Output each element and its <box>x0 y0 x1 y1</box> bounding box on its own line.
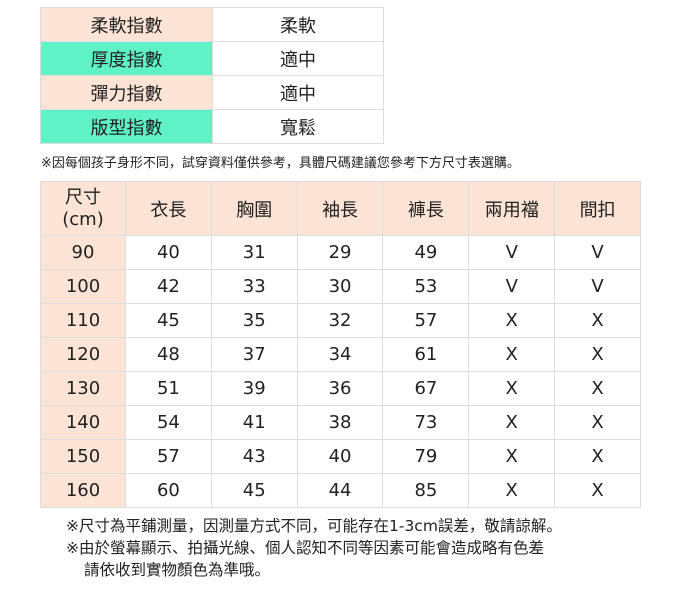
attribute-value: 適中 <box>212 75 384 110</box>
size-cell: 110 <box>40 303 126 338</box>
table-cell: X <box>554 473 641 508</box>
attribute-value: 寬鬆 <box>212 109 384 144</box>
table-cell: V <box>468 235 556 270</box>
attribute-row: 彈力指數 適中 <box>40 75 384 110</box>
table-cell: 60 <box>125 473 212 508</box>
column-header: 兩用襠 <box>468 181 556 236</box>
table-cell: 57 <box>125 439 212 474</box>
table-cell: 67 <box>382 371 470 406</box>
table-cell: 73 <box>382 405 470 440</box>
table-cell: 38 <box>296 405 384 440</box>
table-cell: 33 <box>210 269 298 304</box>
table-cell: 48 <box>125 337 212 372</box>
table-cell: X <box>468 473 556 508</box>
table-cell: 40 <box>125 235 212 270</box>
table-cell: 45 <box>125 303 212 338</box>
size-cell: 130 <box>40 371 126 406</box>
table-cell: 41 <box>210 405 298 440</box>
table-cell: 36 <box>296 371 384 406</box>
table-cell: 35 <box>210 303 298 338</box>
table-cell: 40 <box>296 439 384 474</box>
table-cell: X <box>554 337 641 372</box>
table-cell: 32 <box>296 303 384 338</box>
attribute-row: 厚度指數 適中 <box>40 41 384 76</box>
table-cell: 79 <box>382 439 470 474</box>
table-cell: 51 <box>125 371 212 406</box>
attribute-value: 適中 <box>212 41 384 76</box>
table-cell: 31 <box>210 235 298 270</box>
size-cell: 140 <box>40 405 126 440</box>
table-cell: 43 <box>210 439 298 474</box>
attribute-table: 柔軟指數 柔軟 厚度指數 適中 彈力指數 適中 版型指數 寬鬆 <box>40 7 384 144</box>
size-cell: 150 <box>40 439 126 474</box>
table-cell: X <box>468 303 556 338</box>
table-row: 90 40 31 29 49 V V <box>40 235 641 270</box>
table-row: 150 57 43 40 79 X X <box>40 439 641 474</box>
column-header: 胸圍 <box>210 181 298 236</box>
column-header: 衣長 <box>125 181 212 236</box>
table-cell: V <box>554 269 641 304</box>
table-cell: 45 <box>210 473 298 508</box>
table-row: 110 45 35 32 57 X X <box>40 303 641 338</box>
table-cell: 57 <box>382 303 470 338</box>
table-cell: 30 <box>296 269 384 304</box>
color-note-cont: 請依收到實物顏色為準哦。 <box>84 561 271 579</box>
table-cell: 49 <box>382 235 470 270</box>
table-cell: X <box>468 337 556 372</box>
attribute-row: 柔軟指數 柔軟 <box>40 7 384 42</box>
column-header: 間扣 <box>554 181 641 236</box>
header-row: 尺寸 (cm) 衣長 胸圍 袖長 褲長 兩用襠 間扣 <box>40 181 641 236</box>
table-cell: 54 <box>125 405 212 440</box>
table-cell: 85 <box>382 473 470 508</box>
table-row: 130 51 39 36 67 X X <box>40 371 641 406</box>
table-cell: 53 <box>382 269 470 304</box>
attribute-label: 柔軟指數 <box>40 7 213 42</box>
footer-notes: ※尺寸為平鋪測量，因測量方式不同，可能存在1-3cm誤差，敬請諒解。 ※由於螢幕… <box>66 515 562 581</box>
table-cell: V <box>554 235 641 270</box>
table-cell: 61 <box>382 337 470 372</box>
color-note: ※由於螢幕顯示、拍攝光線、個人認知不同等因素可能會造成略有色差 <box>66 539 544 557</box>
table-row: 100 42 33 30 53 V V <box>40 269 641 304</box>
column-header: 褲長 <box>382 181 470 236</box>
table-cell: X <box>554 405 641 440</box>
size-cell: 160 <box>40 473 126 508</box>
table-cell: X <box>554 439 641 474</box>
column-header: 尺寸 (cm) <box>40 181 126 236</box>
attribute-label: 版型指數 <box>40 109 213 144</box>
table-cell: X <box>468 405 556 440</box>
size-cell: 90 <box>40 235 126 270</box>
table-cell: X <box>554 303 641 338</box>
table-cell: 39 <box>210 371 298 406</box>
fit-note: ※因每個孩子身形不同，試穿資料僅供參考，具體尺碼建議您參考下方尺寸表選購。 <box>41 156 520 171</box>
table-cell: X <box>468 371 556 406</box>
measurement-note: ※尺寸為平鋪測量，因測量方式不同，可能存在1-3cm誤差，敬請諒解。 <box>66 517 562 535</box>
attribute-label: 彈力指數 <box>40 75 213 110</box>
table-cell: 34 <box>296 337 384 372</box>
size-chart-table: 尺寸 (cm) 衣長 胸圍 袖長 褲長 兩用襠 間扣 90 40 31 29 49 V V 100 42 33 3… <box>40 181 641 508</box>
table-row: 140 54 41 38 73 X X <box>40 405 641 440</box>
attribute-row: 版型指數 寬鬆 <box>40 109 384 144</box>
table-cell: 42 <box>125 269 212 304</box>
column-header: 袖長 <box>296 181 384 236</box>
table-cell: V <box>468 269 556 304</box>
table-cell: 37 <box>210 337 298 372</box>
size-cell: 120 <box>40 337 126 372</box>
table-cell: X <box>468 439 556 474</box>
attribute-label: 厚度指數 <box>40 41 213 76</box>
table-cell: 44 <box>296 473 384 508</box>
table-cell: X <box>554 371 641 406</box>
attribute-value: 柔軟 <box>212 7 384 42</box>
table-row: 160 60 45 44 85 X X <box>40 473 641 508</box>
table-row: 120 48 37 34 61 X X <box>40 337 641 372</box>
table-cell: 29 <box>296 235 384 270</box>
size-cell: 100 <box>40 269 126 304</box>
